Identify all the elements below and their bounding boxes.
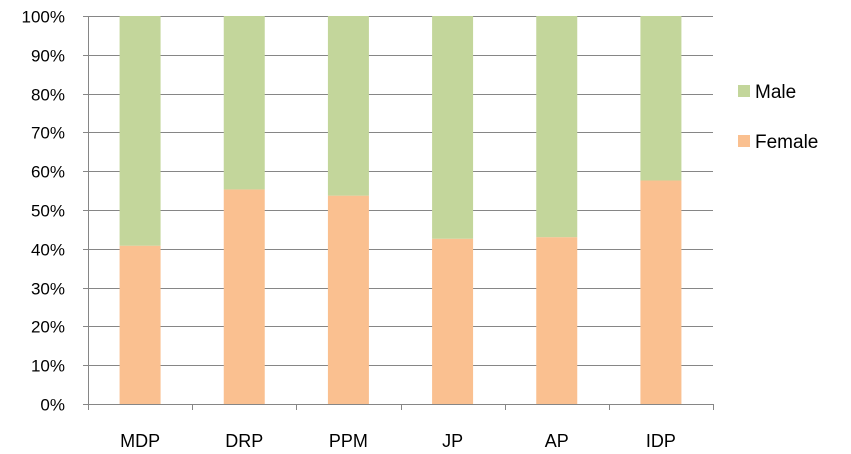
- bar-female-ap: [536, 237, 578, 404]
- y-tick-label: 30%: [31, 280, 65, 299]
- bar-female-drp: [223, 189, 265, 404]
- x-category-label: AP: [545, 431, 569, 449]
- y-tick-label: 50%: [31, 202, 65, 221]
- y-tick-label: 60%: [31, 163, 65, 182]
- x-category-label: DRP: [225, 431, 263, 449]
- bar-female-mdp: [119, 245, 161, 404]
- legend-swatch: [738, 85, 750, 97]
- y-tick-label: 10%: [31, 357, 65, 376]
- legend-label: Female: [755, 132, 818, 153]
- x-category-label: JP: [442, 431, 463, 449]
- bar-female-ppm: [327, 195, 369, 404]
- legend-swatch: [738, 135, 750, 147]
- x-category-label: IDP: [646, 431, 676, 449]
- legend-label: Male: [755, 82, 796, 103]
- bar-male-mdp: [119, 16, 161, 246]
- y-tick-label: 80%: [31, 86, 65, 105]
- bar-female-idp: [640, 180, 682, 404]
- y-tick-label: 0%: [40, 396, 65, 415]
- bar-male-idp: [640, 16, 682, 181]
- legend-item-male: Male: [738, 82, 796, 103]
- y-tick-label: 100%: [22, 8, 65, 27]
- y-tick-labels: 0% 10% 20% 30% 40% 50% 60% 70% 80% 90% 100%: [22, 8, 65, 415]
- bar-male-drp: [223, 16, 265, 190]
- bar-male-ppm: [327, 16, 369, 196]
- bar-male-jp: [432, 16, 474, 239]
- gridlines: [88, 16, 713, 366]
- y-tick-label: 20%: [31, 318, 65, 337]
- legend: Male Female: [738, 82, 818, 153]
- x-category-labels: MDP DRP PPM JP AP IDP: [120, 431, 676, 451]
- x-category-label: MDP: [120, 431, 160, 449]
- axes: [83, 16, 714, 410]
- y-tick-label: 40%: [31, 241, 65, 260]
- x-category-label: PPM: [329, 431, 368, 449]
- y-tick-label: 70%: [31, 124, 65, 143]
- legend-item-female: Female: [738, 132, 818, 153]
- bar-male-ap: [536, 16, 578, 238]
- bars: [119, 16, 682, 404]
- bar-female-jp: [432, 238, 474, 404]
- y-tick-label: 90%: [31, 47, 65, 66]
